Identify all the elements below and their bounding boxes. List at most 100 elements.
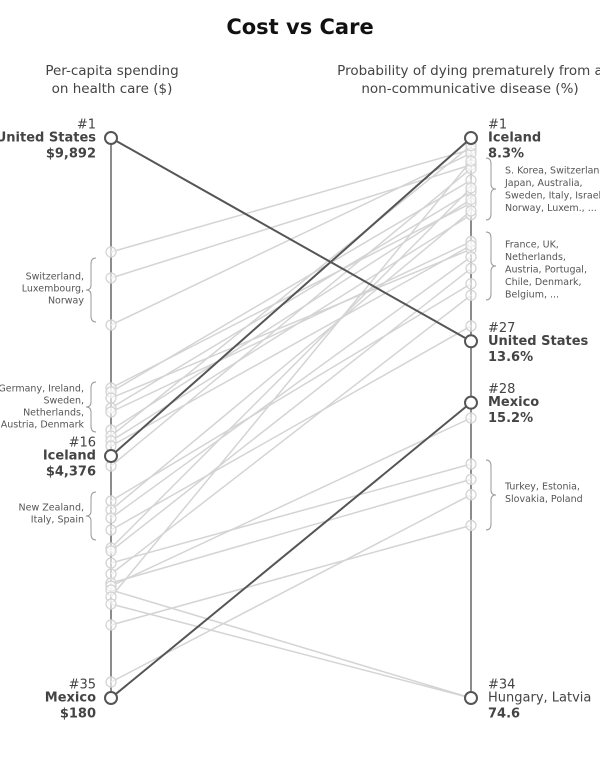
- rank-label: #1: [77, 118, 96, 133]
- group-label: Belgium, ...: [505, 290, 559, 301]
- left-dot: [105, 272, 117, 284]
- left-dot: [105, 524, 117, 536]
- right-dot: [465, 239, 477, 252]
- slope-line: [110, 463, 472, 564]
- highlight-line: [110, 137, 472, 457]
- slope-line: [110, 198, 472, 431]
- slope-line: [110, 187, 472, 549]
- rank-label: #35: [69, 678, 96, 693]
- right-dot: [465, 155, 477, 167]
- slope-line: [110, 164, 472, 279]
- slope-line: [110, 244, 472, 447]
- slope-line: [110, 603, 472, 699]
- group-label: Chile, Denmark,: [505, 277, 582, 288]
- value-label: 15.2%: [488, 411, 533, 426]
- right-axis-title: non-communicative disease (%): [361, 81, 578, 97]
- group-label: France, UK,: [505, 240, 559, 251]
- group-label: Switzerland,: [26, 272, 84, 283]
- group-label: Germany, Ireland,: [0, 384, 84, 395]
- slope-line: [110, 168, 472, 467]
- country-label: Hungary, Latvia: [488, 691, 591, 706]
- slope-line: [110, 478, 472, 584]
- slope-line: [110, 267, 472, 552]
- left-dot: [105, 392, 117, 404]
- slope-line: [110, 256, 472, 519]
- left-dot: [105, 676, 117, 688]
- left-dot: [105, 246, 117, 258]
- slope-line: [110, 210, 472, 511]
- highlight-line: [110, 401, 472, 699]
- value-label: 8.3%: [488, 147, 524, 162]
- group-label: Sweden,: [43, 396, 84, 407]
- country-label: Mexico: [488, 395, 539, 410]
- right-dot: [465, 519, 477, 532]
- rank-label: #1: [488, 118, 507, 133]
- gray-lines: [110, 145, 472, 699]
- slope-line: [110, 145, 472, 437]
- group-brace: [485, 459, 497, 531]
- rank-label: #16: [69, 436, 96, 451]
- left-dot: [105, 557, 117, 569]
- group-label: Netherlands,: [505, 252, 566, 263]
- left-dot: [104, 449, 118, 464]
- group-brace: [485, 157, 497, 221]
- slope-line: [110, 589, 472, 699]
- slope-line: [110, 524, 472, 626]
- value-label: $180: [60, 707, 96, 722]
- group-label: Slovakia, Poland: [505, 494, 583, 505]
- group-label: Turkey, Estonia,: [504, 482, 580, 493]
- slope-line: [110, 325, 472, 531]
- right-dot: [465, 278, 477, 290]
- group-brace: [85, 381, 97, 433]
- left-dot: [104, 691, 118, 705]
- country-label: United States: [488, 334, 589, 349]
- slope-line: [110, 283, 472, 502]
- rank-label: #28: [488, 382, 515, 397]
- left-dot: [105, 598, 117, 610]
- slope-line: [110, 179, 472, 393]
- left-dot: [105, 406, 117, 418]
- country-label: Iceland: [488, 131, 541, 146]
- left-axis-title: Per-capita spending: [45, 63, 178, 79]
- right-dot: [465, 182, 477, 194]
- country-label: Iceland: [43, 449, 96, 464]
- rank-label: #27: [488, 321, 515, 336]
- right-dot: [465, 412, 477, 424]
- country-label: United States: [0, 131, 96, 146]
- rank-label: #34: [488, 678, 515, 693]
- group-label: Japan, Australia,: [504, 178, 583, 189]
- slope-line: [110, 191, 472, 409]
- value-label: 74.6: [488, 707, 520, 722]
- value-label: $9,892: [46, 147, 96, 162]
- slope-line: [110, 240, 472, 413]
- value-label: $4,376: [46, 465, 96, 480]
- group-label: Italy, Spain: [31, 515, 84, 526]
- right-dot: [465, 320, 477, 332]
- right-dot: [465, 289, 477, 301]
- group-label: Norway, Luxem., ...: [505, 203, 597, 214]
- group-label: Austria, Portugal,: [505, 265, 587, 276]
- right-dot: [464, 131, 478, 145]
- slope-line: [110, 248, 472, 399]
- group-label: S. Korea, Switzerland,: [505, 166, 600, 177]
- group-brace: [485, 231, 497, 301]
- right-dot: [465, 458, 477, 470]
- slope-line: [110, 148, 472, 253]
- chart-title: Cost vs Care: [226, 15, 373, 39]
- right-dot: [464, 334, 478, 349]
- group-brace: [85, 257, 97, 323]
- right-dot: [465, 205, 477, 217]
- value-label: 13.6%: [488, 350, 533, 365]
- group-label: Austria, Denmark: [1, 420, 85, 431]
- left-dot: [105, 319, 117, 331]
- right-axis-title: Probability of dying prematurely from a: [337, 63, 600, 79]
- right-dot: [464, 691, 478, 705]
- right-dot: [464, 395, 478, 410]
- group-label: Sweden, Italy, Israel,: [505, 191, 600, 202]
- left-axis-title: on health care ($): [52, 81, 173, 97]
- highlight-line: [110, 137, 472, 343]
- right-dot: [465, 193, 477, 206]
- left-dot: [105, 619, 117, 631]
